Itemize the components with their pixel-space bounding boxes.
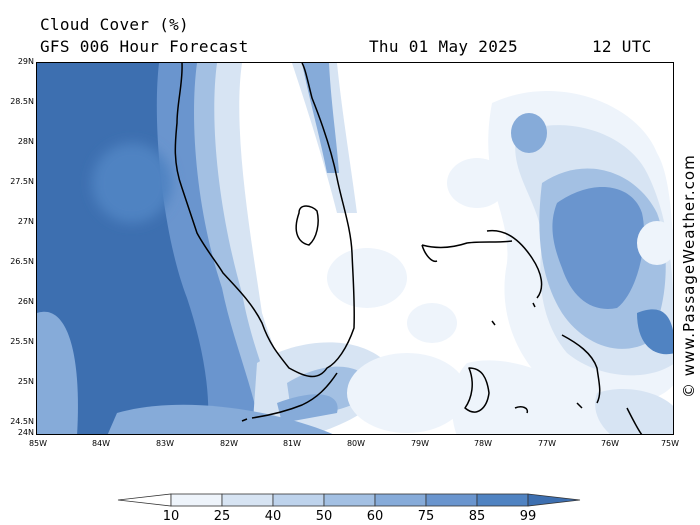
cloud-region-bahamas xyxy=(451,91,673,434)
lat-label: 25.5N xyxy=(10,337,34,346)
legend-arrow-high xyxy=(527,493,581,507)
legend-label: 75 xyxy=(417,509,435,524)
florida-keys xyxy=(241,372,338,422)
lat-label: 24N xyxy=(17,428,34,437)
forecast-label: GFS 006 Hour Forecast xyxy=(40,37,249,56)
lon-label: 83W xyxy=(155,439,175,448)
grand-bahama xyxy=(421,240,513,263)
legend-arrow-low xyxy=(117,493,172,507)
lon-label: 77W xyxy=(537,439,557,448)
lon-label: 82W xyxy=(219,439,239,448)
coastline-florida xyxy=(174,63,356,378)
small-islands xyxy=(491,302,583,414)
coastlines xyxy=(174,63,643,434)
lon-label: 79W xyxy=(410,439,430,448)
legend-label: 99 xyxy=(519,509,537,524)
legend-cell xyxy=(374,493,427,507)
cloud-region-florida-coast xyxy=(292,63,357,213)
lat-label: 26.5N xyxy=(10,257,34,266)
legend-cell xyxy=(425,493,478,507)
lat-label: 27.5N xyxy=(10,177,34,186)
chart-title: Cloud Cover (%) xyxy=(40,15,189,34)
legend-label: 10 xyxy=(162,509,180,524)
lon-label: 75W xyxy=(660,439,680,448)
legend-label: 50 xyxy=(315,509,333,524)
lat-label: 28N xyxy=(17,137,34,146)
lon-label: 80W xyxy=(346,439,366,448)
andros-island xyxy=(464,367,490,413)
map-svg xyxy=(37,63,673,434)
lat-label: 27N xyxy=(17,217,34,226)
eleuthera-island xyxy=(561,334,601,404)
lon-label: 84W xyxy=(91,439,111,448)
lat-label: 25N xyxy=(17,377,34,386)
abaco-island xyxy=(486,229,543,299)
legend-cell xyxy=(170,493,223,507)
cloud-region-gulf xyxy=(37,63,317,434)
lat-label: 26N xyxy=(17,297,34,306)
legend-label: 85 xyxy=(468,509,486,524)
lon-label: 78W xyxy=(473,439,493,448)
legend-cell xyxy=(476,493,529,507)
forecast-date: Thu 01 May 2025 xyxy=(369,37,518,56)
cloud-cover-map xyxy=(36,62,674,435)
lon-label: 81W xyxy=(282,439,302,448)
lon-label: 85W xyxy=(28,439,48,448)
lat-label: 28.5N xyxy=(10,97,34,106)
legend-cell xyxy=(221,493,274,507)
lat-label: 29N xyxy=(17,57,34,66)
legend-label: 40 xyxy=(264,509,282,524)
forecast-time: 12 UTC xyxy=(592,37,652,56)
lat-label: 24.5N xyxy=(10,417,34,426)
legend-label: 25 xyxy=(213,509,231,524)
legend-cell xyxy=(272,493,325,507)
legend-cell xyxy=(323,493,376,507)
legend-label: 60 xyxy=(366,509,384,524)
lon-label: 76W xyxy=(600,439,620,448)
long-island xyxy=(626,407,643,434)
lake-okeechobee xyxy=(295,205,319,246)
